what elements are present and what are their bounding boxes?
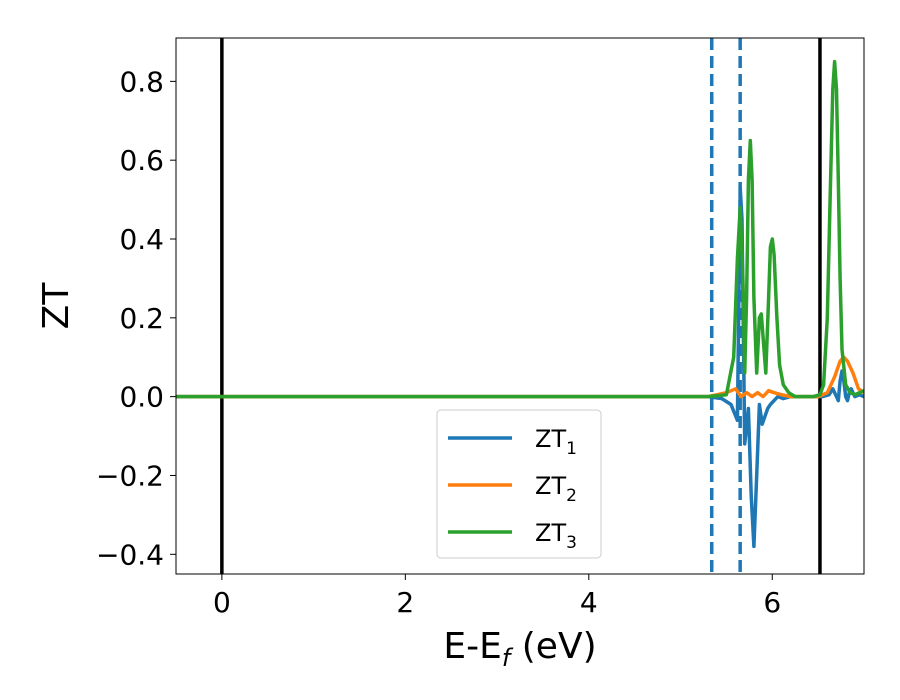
y-tick-label-4: 0.4 (119, 223, 164, 256)
y-axis-label: ZT (36, 282, 77, 330)
legend-label-sub-2: 2 (566, 486, 577, 506)
x-axis-label-main: E-E (443, 626, 501, 667)
legend-box (436, 409, 602, 559)
y-tick-label-2: 0.0 (119, 381, 164, 414)
x-axis-label: E-Ef (eV) (443, 626, 596, 672)
x-axis-ticks: 0 2 4 6 (213, 574, 781, 619)
legend-label-3: ZT3 (535, 519, 577, 553)
vertical-lines (220, 38, 822, 574)
x-tick-label-0: 0 (213, 586, 231, 619)
x-tick-label-2: 4 (580, 586, 598, 619)
legend-label-2: ZT2 (535, 472, 577, 506)
y-tick-label-0: −0.4 (96, 538, 164, 571)
y-tick-label-5: 0.6 (119, 144, 164, 177)
y-tick-label-6: 0.8 (119, 65, 164, 98)
x-tick-label-3: 6 (763, 586, 781, 619)
y-tick-label-1: −0.2 (96, 459, 164, 492)
series-line-3 (176, 59, 864, 399)
x-tick-label-1: 2 (396, 586, 414, 619)
legend-label-main-2: ZT (535, 472, 566, 500)
series-layer (176, 59, 864, 549)
series-line-2 (176, 355, 864, 399)
x-axis-label-unit: (eV) (510, 626, 596, 667)
legend-label-main-3: ZT (535, 519, 566, 547)
legend-label-sub-1: 1 (566, 439, 577, 459)
legend-label-main-1: ZT (535, 425, 566, 453)
legend-label-1: ZT1 (535, 425, 577, 459)
plot-frame (175, 37, 865, 575)
y-tick-label-3: 0.2 (119, 302, 164, 335)
legend-label-sub-3: 3 (566, 533, 577, 553)
y-axis-ticks: −0.4 −0.2 0.0 0.2 0.4 0.6 0.8 (96, 65, 176, 571)
